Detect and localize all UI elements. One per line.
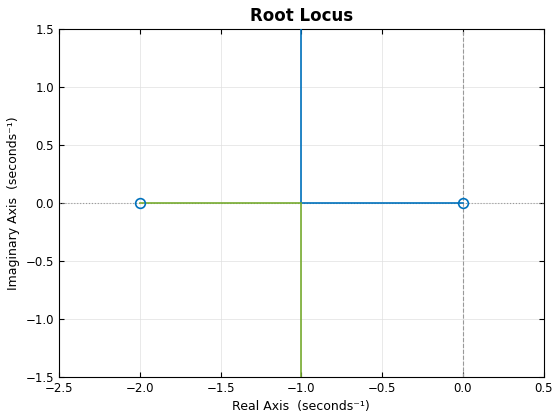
X-axis label: Real Axis  (seconds⁻¹): Real Axis (seconds⁻¹) bbox=[232, 400, 370, 413]
Y-axis label: Imaginary Axis  (seconds⁻¹): Imaginary Axis (seconds⁻¹) bbox=[7, 116, 20, 290]
Title: Root Locus: Root Locus bbox=[250, 7, 353, 25]
